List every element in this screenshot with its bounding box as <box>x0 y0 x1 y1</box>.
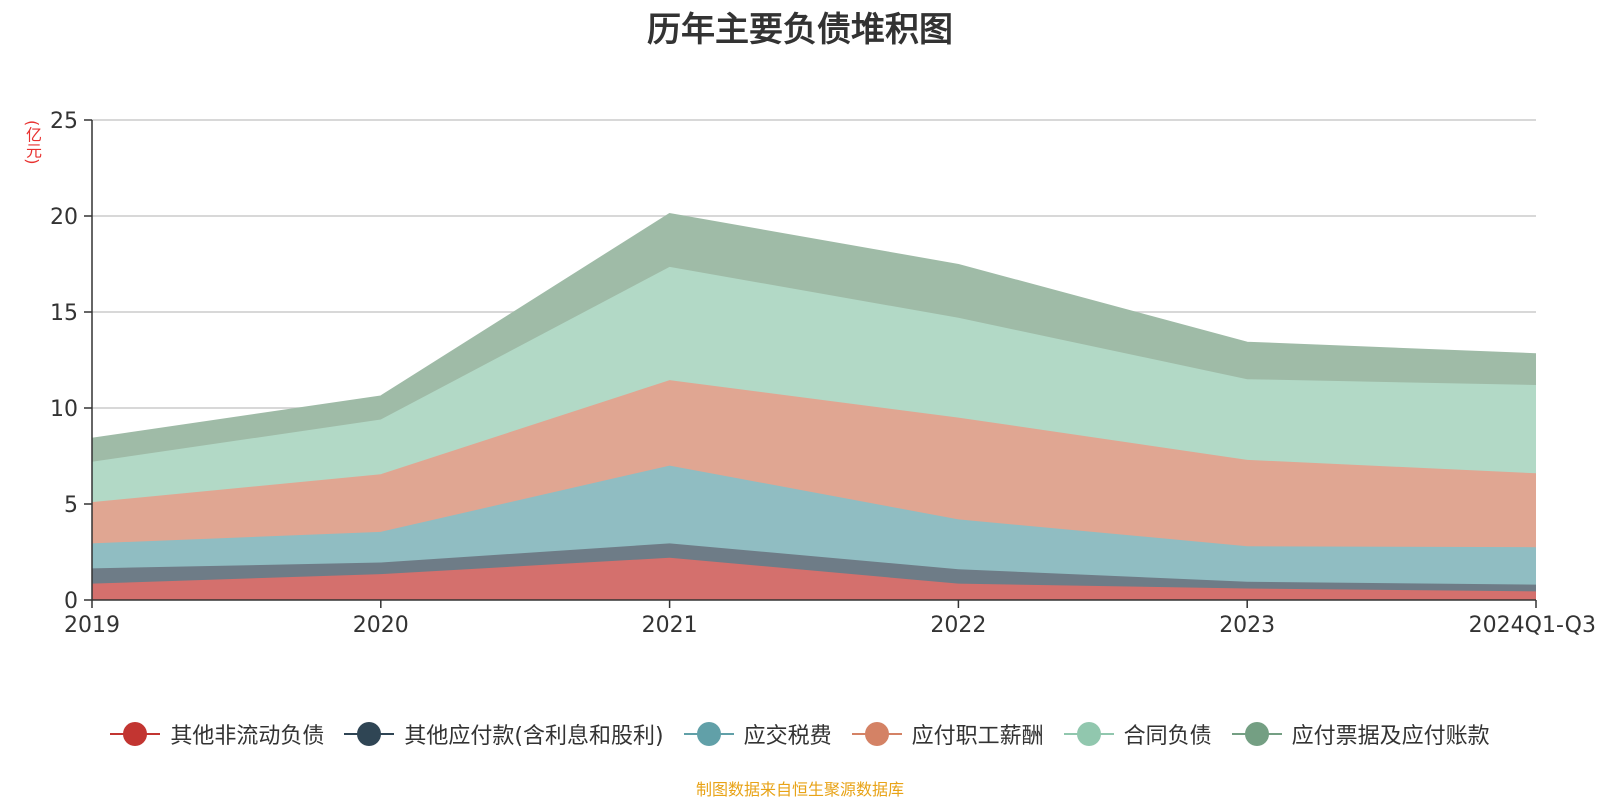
y-tick-label: 5 <box>64 493 78 518</box>
y-tick-label: 15 <box>50 301 78 326</box>
x-tick-label: 2019 <box>64 613 120 638</box>
legend-label: 其他应付款(含利息和股利) <box>404 724 664 749</box>
legend-item[interactable]: 应付职工薪酬 <box>851 718 1044 750</box>
legend-item[interactable]: 其他非流动负债 <box>110 718 324 750</box>
legend-item[interactable]: 应交税费 <box>683 718 832 750</box>
legend-label: 应交税费 <box>743 724 832 749</box>
y-tick-label: 10 <box>50 397 78 422</box>
legend-marker-icon <box>110 722 161 746</box>
area-应交税费 <box>92 465 1536 585</box>
area-应付票据及应付账款 <box>92 214 1536 462</box>
legend-label: 应付职工薪酬 <box>911 724 1044 749</box>
legend-label: 合同负债 <box>1123 724 1212 749</box>
legend: 其他非流动负债 其他应付款(含利息和股利) 应交税费 应付职工薪酬 合同负债 应付票据及应… <box>0 718 1600 750</box>
chart-title: 历年主要负债堆积图 <box>647 10 953 50</box>
x-tick-label: 2020 <box>353 613 409 638</box>
x-tick-label: 2023 <box>1219 613 1275 638</box>
x-tick-label: 2021 <box>642 613 698 638</box>
legend-marker-icon <box>1231 722 1282 746</box>
legend-item[interactable]: 合同负债 <box>1063 718 1212 750</box>
x-tick-label: 2022 <box>930 613 986 638</box>
y-tick-label: 0 <box>64 589 78 614</box>
area-合同负债 <box>92 266 1536 503</box>
y-tick-label: 20 <box>50 205 78 230</box>
x-tick-label: 2024Q1-Q3 <box>1469 613 1596 638</box>
y-tick-label: 25 <box>50 109 78 134</box>
series-line <box>91 213 1537 440</box>
legend-item[interactable]: 其他应付款(含利息和股利) <box>344 718 664 750</box>
axes: 0 5 10 15 20 25 2019 2020 2021 2022 2023 2024Q1-Q3 <box>50 109 1596 638</box>
legend-marker-icon <box>1063 722 1114 746</box>
legend-label: 应付票据及应付账款 <box>1291 724 1490 749</box>
legend-label: 其他非流动负债 <box>170 724 325 749</box>
area-应付职工薪酬 <box>92 380 1536 548</box>
area-其他非流动负债 <box>92 557 1536 600</box>
y-axis-unit-label: (亿元) <box>23 120 42 165</box>
area-series <box>91 213 1537 600</box>
legend-marker-icon <box>683 722 734 746</box>
data-source-note: 制图数据来自恒生聚源数据库 <box>695 780 904 799</box>
legend-item[interactable]: 应付票据及应付账款 <box>1231 718 1490 750</box>
legend-marker-icon <box>344 722 395 746</box>
legend-marker-icon <box>851 722 902 746</box>
